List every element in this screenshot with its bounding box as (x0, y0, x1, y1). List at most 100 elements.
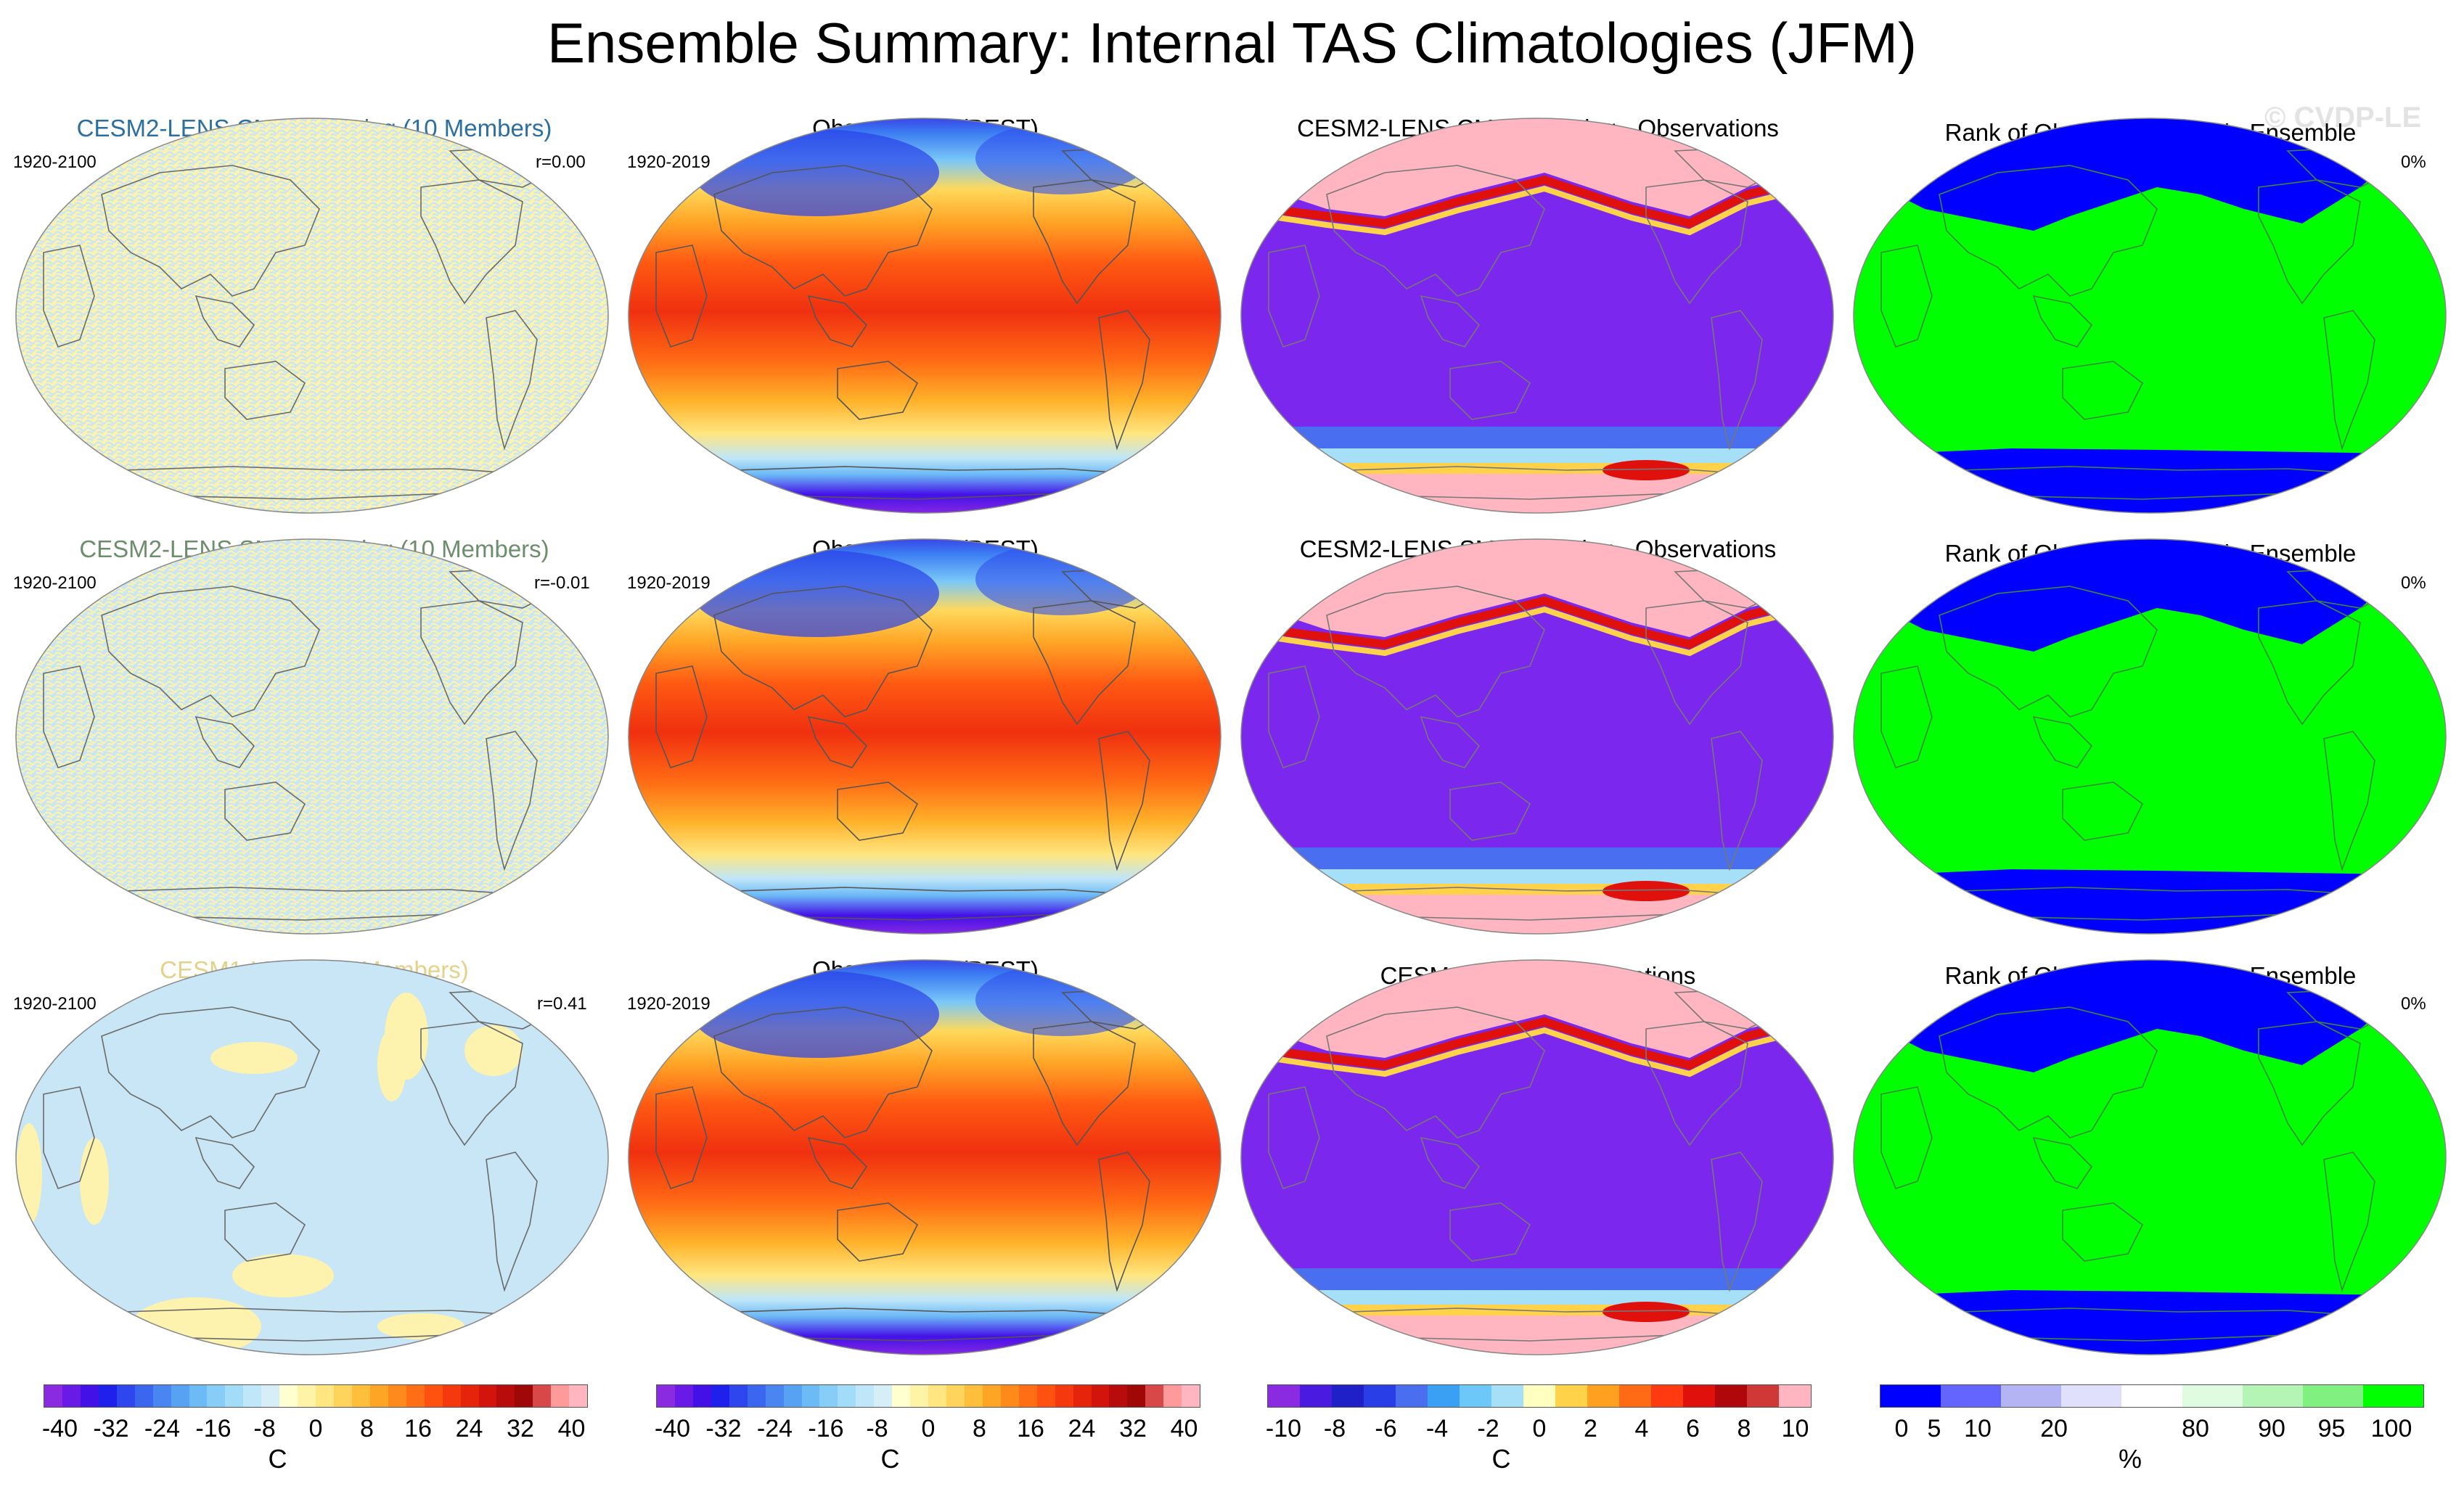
colorbar-rank (1880, 1384, 2424, 1408)
colorbar-unit: C (1491, 1444, 1511, 1474)
coastline-4 (1098, 310, 1150, 451)
coastline-3 (1645, 179, 1748, 305)
panel-period-r1c1: 1920-2100 (13, 152, 97, 172)
colorbar-swatch (946, 1385, 965, 1407)
colorbar-tick-label: 0 (1894, 1415, 1909, 1442)
positive-anomaly-6 (377, 1313, 464, 1339)
colorbar-tick-label: 40 (1170, 1415, 1198, 1442)
noise-field (16, 118, 608, 513)
colorbar-swatch (1127, 1385, 1146, 1407)
colorbar-swatch (116, 1385, 135, 1407)
map-r1c3 (1240, 118, 1834, 514)
cold-region-asia (692, 129, 939, 216)
colorbar-swatch (1715, 1385, 1747, 1407)
panel-stat-r3c4: 0% (2401, 994, 2426, 1014)
coastline-5 (1268, 245, 1320, 348)
colorbar-tick-label: 40 (557, 1415, 586, 1442)
coastline-4 (1711, 310, 1763, 451)
coastline-4 (2323, 1152, 2375, 1292)
panel-period-r1c2: 1920-2019 (627, 152, 711, 172)
colorbar-swatch (62, 1385, 81, 1407)
panel-stat-r3c1: r=0.41 (537, 994, 587, 1014)
colorbar-swatch (369, 1385, 388, 1407)
colorbar-swatch (1036, 1385, 1055, 1407)
colorbar-tick-label: 32 (1119, 1415, 1147, 1442)
colorbar-unit: C (880, 1444, 900, 1474)
positive-anomaly-4 (232, 1254, 334, 1297)
noise-field (16, 539, 608, 934)
colorbar-swatch (1332, 1385, 1364, 1407)
colorbar-swatch (298, 1385, 316, 1407)
colorbar-swatch (261, 1385, 280, 1407)
coastline-3 (420, 1021, 523, 1146)
colorbar-swatch (1364, 1385, 1396, 1407)
coastline-3 (2258, 600, 2361, 726)
colorbar-tick-label: 2 (1584, 1415, 1597, 1442)
map-border (1853, 959, 2447, 1355)
map-border (628, 959, 1221, 1355)
colorbar-swatch (892, 1385, 911, 1407)
colorbar-tick-label: -10 (1265, 1415, 1302, 1442)
coastline-4 (1711, 731, 1763, 871)
coastline-0 (1939, 165, 2158, 297)
colorbar-swatch (838, 1385, 856, 1407)
coastline-5 (655, 245, 708, 348)
map-r2c1 (15, 538, 609, 935)
map-r2c3 (1240, 538, 1834, 935)
coastline-5 (1880, 665, 1933, 768)
south-warm-bias (1341, 895, 1740, 934)
positive-anomaly-7 (80, 1138, 109, 1225)
coastline-1 (1420, 295, 1481, 348)
colorbar-swatch (1055, 1385, 1073, 1407)
coastline-1 (195, 295, 255, 348)
colorbar-tick-label: -8 (866, 1415, 888, 1442)
rank-zero-south (1854, 869, 2446, 934)
coastline-3 (420, 179, 523, 305)
coastline-5 (43, 245, 95, 348)
colorbar-unit: % (2118, 1444, 2142, 1474)
colorbar-tick-label: -6 (1375, 1415, 1397, 1442)
colorbar-tick-label: 95 (2317, 1415, 2346, 1442)
coastline-5 (43, 665, 95, 768)
colorbar-tick-label: 90 (2258, 1415, 2285, 1442)
colorbar-swatch (2121, 1385, 2182, 1407)
colorbar-tick-label: 4 (1634, 1415, 1649, 1442)
colorbar-tick-label: 16 (404, 1415, 432, 1442)
colorbar-tick-label: 0 (308, 1415, 323, 1442)
coastline-3 (2258, 1021, 2361, 1146)
coastline-0 (1326, 1006, 1545, 1138)
colorbar-swatch (1683, 1385, 1715, 1407)
colorbar-tick-label: -16 (195, 1415, 232, 1442)
colorbar-swatch (1523, 1385, 1555, 1407)
colorbar-tick-label: 5 (1927, 1415, 1941, 1442)
colorbar-temperature-2 (656, 1384, 1200, 1408)
figure-title: Ensemble Summary: Internal TAS Climatolo… (547, 11, 1917, 75)
colorbar-swatch (1300, 1385, 1332, 1407)
coastline-5 (1268, 665, 1320, 768)
south-warm-bias (1341, 1315, 1740, 1355)
colorbar-tick-label: 10 (1781, 1415, 1809, 1442)
colorbar-swatch (1145, 1385, 1164, 1407)
south-hot-spot (1603, 1302, 1690, 1322)
map-border (1853, 118, 2447, 514)
map-r1c4 (1853, 118, 2447, 514)
map-border (15, 959, 609, 1355)
positive-anomaly-8 (377, 1029, 406, 1101)
coastline-1 (2032, 715, 2093, 768)
coastline-0 (1326, 586, 1545, 718)
map-r3c2 (628, 959, 1221, 1355)
colorbar-swatch (982, 1385, 1001, 1407)
colorbar-swatch (388, 1385, 406, 1407)
colorbar-temperature-1 (44, 1384, 588, 1408)
panel-stat-r1c1: r=0.00 (536, 152, 586, 172)
colorbar-swatch (80, 1385, 99, 1407)
coastline-3 (1033, 1021, 1136, 1146)
coastline-2 (224, 361, 306, 420)
colorbar-swatch (711, 1385, 729, 1407)
coastline-0 (101, 586, 320, 718)
map-r1c2 (628, 118, 1221, 514)
colorbar-swatch (2362, 1385, 2423, 1407)
colorbar-swatch (657, 1385, 675, 1407)
colorbar-swatch (692, 1385, 711, 1407)
colorbar-swatch (928, 1385, 946, 1407)
